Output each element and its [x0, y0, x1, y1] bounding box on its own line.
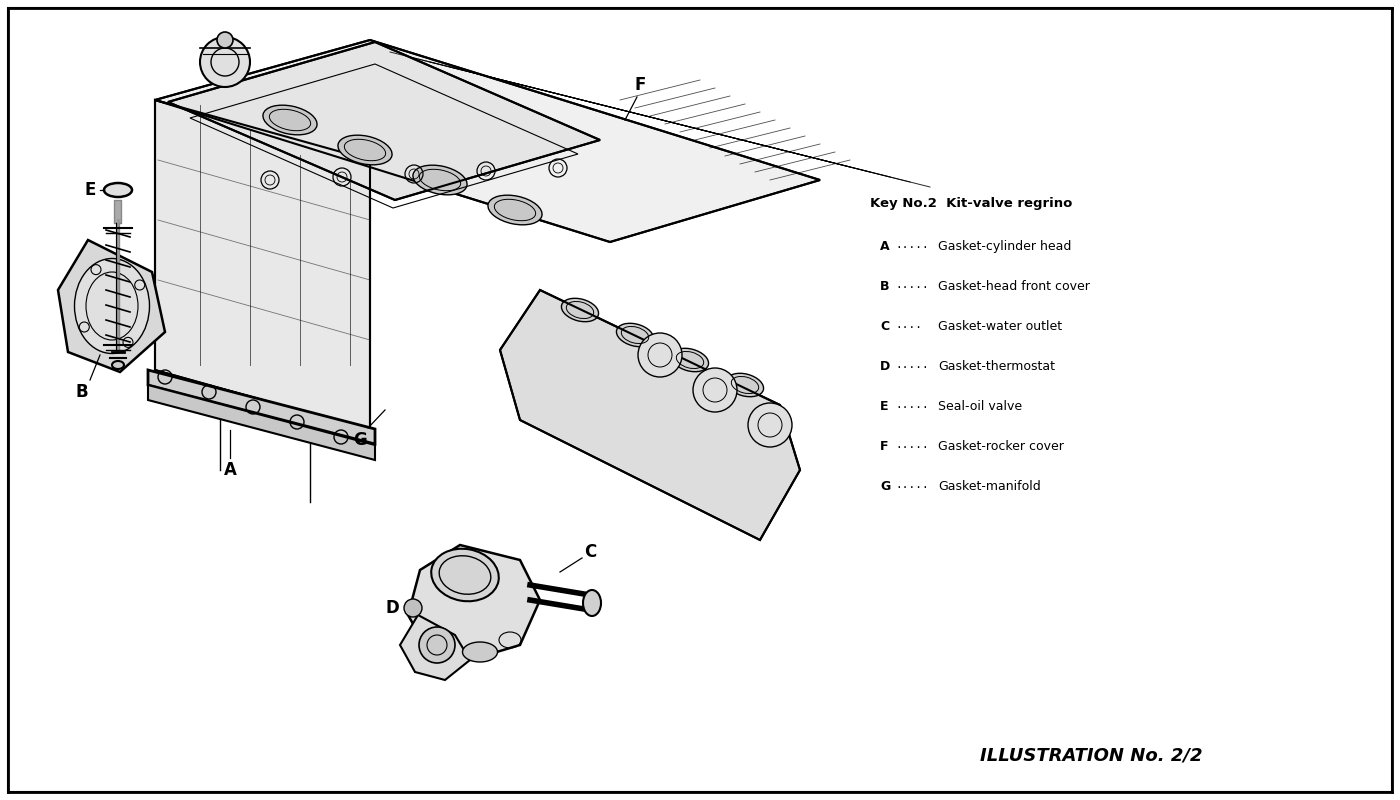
- Text: F: F: [881, 440, 889, 453]
- Ellipse shape: [74, 258, 150, 354]
- Text: Gasket-head front cover: Gasket-head front cover: [938, 280, 1089, 293]
- Ellipse shape: [616, 323, 654, 346]
- Text: Gasket-water outlet: Gasket-water outlet: [938, 320, 1063, 333]
- Text: ....: ....: [895, 320, 923, 330]
- Polygon shape: [148, 385, 375, 460]
- Text: C: C: [584, 543, 596, 561]
- Text: G: G: [353, 431, 367, 449]
- Ellipse shape: [672, 348, 708, 372]
- Text: F: F: [634, 76, 645, 94]
- Polygon shape: [500, 290, 799, 540]
- Text: .....: .....: [895, 440, 928, 450]
- Polygon shape: [57, 240, 165, 372]
- Ellipse shape: [561, 298, 599, 322]
- Ellipse shape: [582, 590, 601, 616]
- Polygon shape: [400, 615, 470, 680]
- Text: A: A: [881, 240, 889, 253]
- Polygon shape: [155, 100, 370, 430]
- Text: A: A: [224, 461, 237, 479]
- Text: G: G: [881, 480, 890, 493]
- Text: Gasket-cylinder head: Gasket-cylinder head: [938, 240, 1071, 253]
- Text: Gasket-thermostat: Gasket-thermostat: [938, 360, 1056, 373]
- Text: Gasket-rocker cover: Gasket-rocker cover: [938, 440, 1064, 453]
- Circle shape: [748, 403, 792, 447]
- Text: Gasket-manifold: Gasket-manifold: [938, 480, 1040, 493]
- Ellipse shape: [263, 105, 316, 135]
- Text: .....: .....: [895, 280, 928, 290]
- Text: ILLUSTRATION No. 2/2: ILLUSTRATION No. 2/2: [980, 747, 1203, 765]
- Circle shape: [419, 627, 455, 663]
- Text: D: D: [385, 599, 399, 617]
- Polygon shape: [148, 370, 375, 444]
- Ellipse shape: [104, 183, 132, 197]
- Circle shape: [693, 368, 736, 412]
- Ellipse shape: [337, 135, 392, 165]
- Text: E: E: [881, 400, 889, 413]
- Text: .....: .....: [895, 480, 928, 490]
- Polygon shape: [168, 42, 601, 200]
- Text: C: C: [881, 320, 889, 333]
- Text: E: E: [84, 181, 95, 199]
- Text: B: B: [881, 280, 889, 293]
- Ellipse shape: [413, 165, 468, 195]
- Text: .....: .....: [895, 400, 928, 410]
- Circle shape: [405, 599, 421, 617]
- Circle shape: [200, 37, 251, 87]
- Text: Key No.2  Kit-valve regrino: Key No.2 Kit-valve regrino: [869, 197, 1072, 210]
- Ellipse shape: [112, 361, 125, 369]
- Text: .....: .....: [895, 240, 928, 250]
- Polygon shape: [155, 40, 820, 242]
- Circle shape: [638, 333, 682, 377]
- Ellipse shape: [431, 549, 498, 602]
- Ellipse shape: [462, 642, 497, 662]
- Circle shape: [217, 32, 232, 48]
- Text: D: D: [881, 360, 890, 373]
- Polygon shape: [407, 545, 540, 660]
- Ellipse shape: [489, 195, 542, 225]
- Text: B: B: [76, 383, 88, 401]
- Ellipse shape: [727, 374, 763, 397]
- Text: .....: .....: [895, 360, 928, 370]
- Text: Seal-oil valve: Seal-oil valve: [938, 400, 1022, 413]
